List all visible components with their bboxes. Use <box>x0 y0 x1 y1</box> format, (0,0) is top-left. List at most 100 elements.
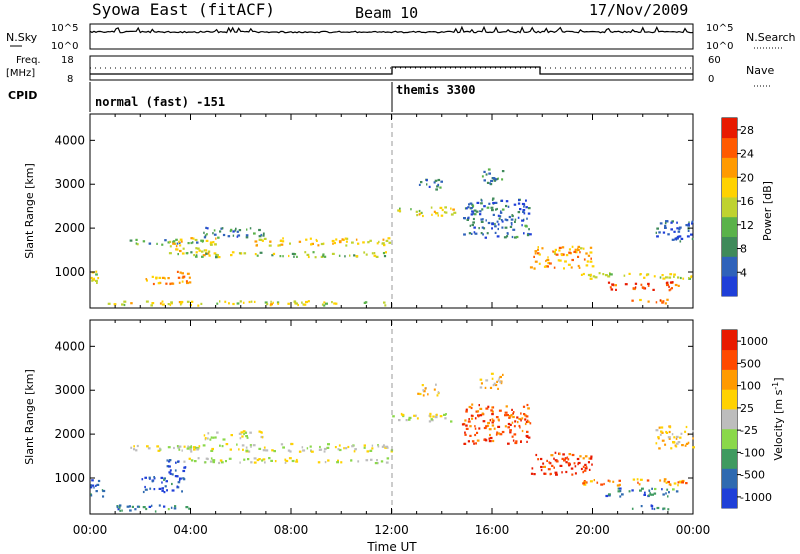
data-cell <box>528 436 531 439</box>
data-cell <box>510 222 513 225</box>
data-cell <box>664 443 667 446</box>
data-cell <box>171 482 173 486</box>
data-cell <box>253 232 256 235</box>
data-band <box>116 504 191 513</box>
data-cell <box>234 229 237 232</box>
data-cell <box>176 485 179 488</box>
data-cell <box>434 416 438 419</box>
data-cell <box>465 410 468 413</box>
data-cell <box>540 465 543 469</box>
data-cell <box>603 482 605 486</box>
data-cell <box>338 254 341 257</box>
data-cell <box>204 461 207 464</box>
data-cell <box>202 444 206 447</box>
data-cell <box>374 462 378 465</box>
data-cell <box>497 214 500 217</box>
data-cell <box>337 448 340 451</box>
data-cell <box>677 484 679 487</box>
data-cell <box>173 507 177 510</box>
data-cell <box>584 481 587 484</box>
data-cell <box>646 273 650 276</box>
data-cell <box>471 223 474 227</box>
data-cell <box>420 181 423 184</box>
data-cell <box>526 217 528 220</box>
data-cell <box>401 413 405 416</box>
data-cell <box>161 243 164 246</box>
data-cell <box>91 479 94 482</box>
data-cell <box>420 211 423 214</box>
data-cell <box>513 236 517 239</box>
data-cell <box>188 276 191 279</box>
data-cell <box>174 469 177 472</box>
data-cell <box>280 443 284 446</box>
data-cell <box>418 213 421 216</box>
data-cell <box>212 241 215 244</box>
data-cell <box>587 273 591 277</box>
data-cell <box>662 493 665 496</box>
data-cell <box>565 254 569 257</box>
data-cell <box>222 233 226 237</box>
data-cell <box>134 508 137 511</box>
data-cell <box>490 206 494 209</box>
data-cell <box>476 201 480 204</box>
data-cell <box>656 235 659 238</box>
data-cell <box>687 223 690 226</box>
data-band <box>417 383 440 397</box>
data-cell <box>381 445 385 448</box>
data-cell <box>97 277 100 280</box>
data-cell <box>647 300 650 303</box>
data-cell <box>687 441 690 444</box>
data-cell <box>499 215 502 218</box>
data-cell <box>221 227 224 230</box>
data-cell <box>418 183 421 186</box>
data-cell <box>216 431 219 434</box>
data-cell <box>174 505 177 508</box>
data-cell <box>497 425 501 428</box>
data-cell <box>669 281 673 284</box>
y-tick-label: 4000 <box>54 339 85 353</box>
data-band <box>166 459 187 478</box>
data-cell <box>512 415 515 419</box>
data-cell <box>489 419 491 422</box>
data-cell <box>567 462 571 465</box>
data-cell <box>208 254 211 257</box>
data-cell <box>399 207 401 210</box>
data-cell <box>643 276 646 279</box>
data-cell <box>659 276 662 279</box>
data-cell <box>670 287 673 290</box>
data-cell <box>465 408 468 411</box>
data-cell <box>338 444 341 447</box>
data-cell <box>475 210 479 213</box>
data-cell <box>238 448 240 451</box>
data-cell <box>468 232 471 235</box>
data-cell <box>517 216 520 219</box>
data-cell <box>632 478 636 481</box>
data-cell <box>310 243 313 246</box>
data-cell <box>631 507 634 510</box>
data-cell <box>483 205 486 208</box>
data-cell <box>488 437 491 440</box>
data-cell <box>671 220 674 223</box>
data-cell <box>176 445 179 448</box>
data-cell <box>496 431 499 434</box>
data-cell <box>489 433 491 437</box>
data-cell <box>280 243 284 246</box>
data-cell <box>520 419 522 422</box>
data-band <box>655 220 694 243</box>
data-cell <box>147 447 151 450</box>
data-band <box>607 281 680 292</box>
data-cell <box>473 231 476 234</box>
data-cell <box>177 481 181 484</box>
data-cell <box>487 168 491 171</box>
data-cell <box>499 433 503 436</box>
data-cell <box>583 258 586 261</box>
data-cell <box>327 443 330 446</box>
data-cell <box>186 300 190 303</box>
data-cell <box>196 448 199 451</box>
data-cell <box>477 415 480 418</box>
data-cell <box>344 447 348 450</box>
data-cell <box>183 445 186 448</box>
data-cell <box>113 303 117 306</box>
data-cell <box>602 273 605 276</box>
data-cell <box>534 260 538 263</box>
